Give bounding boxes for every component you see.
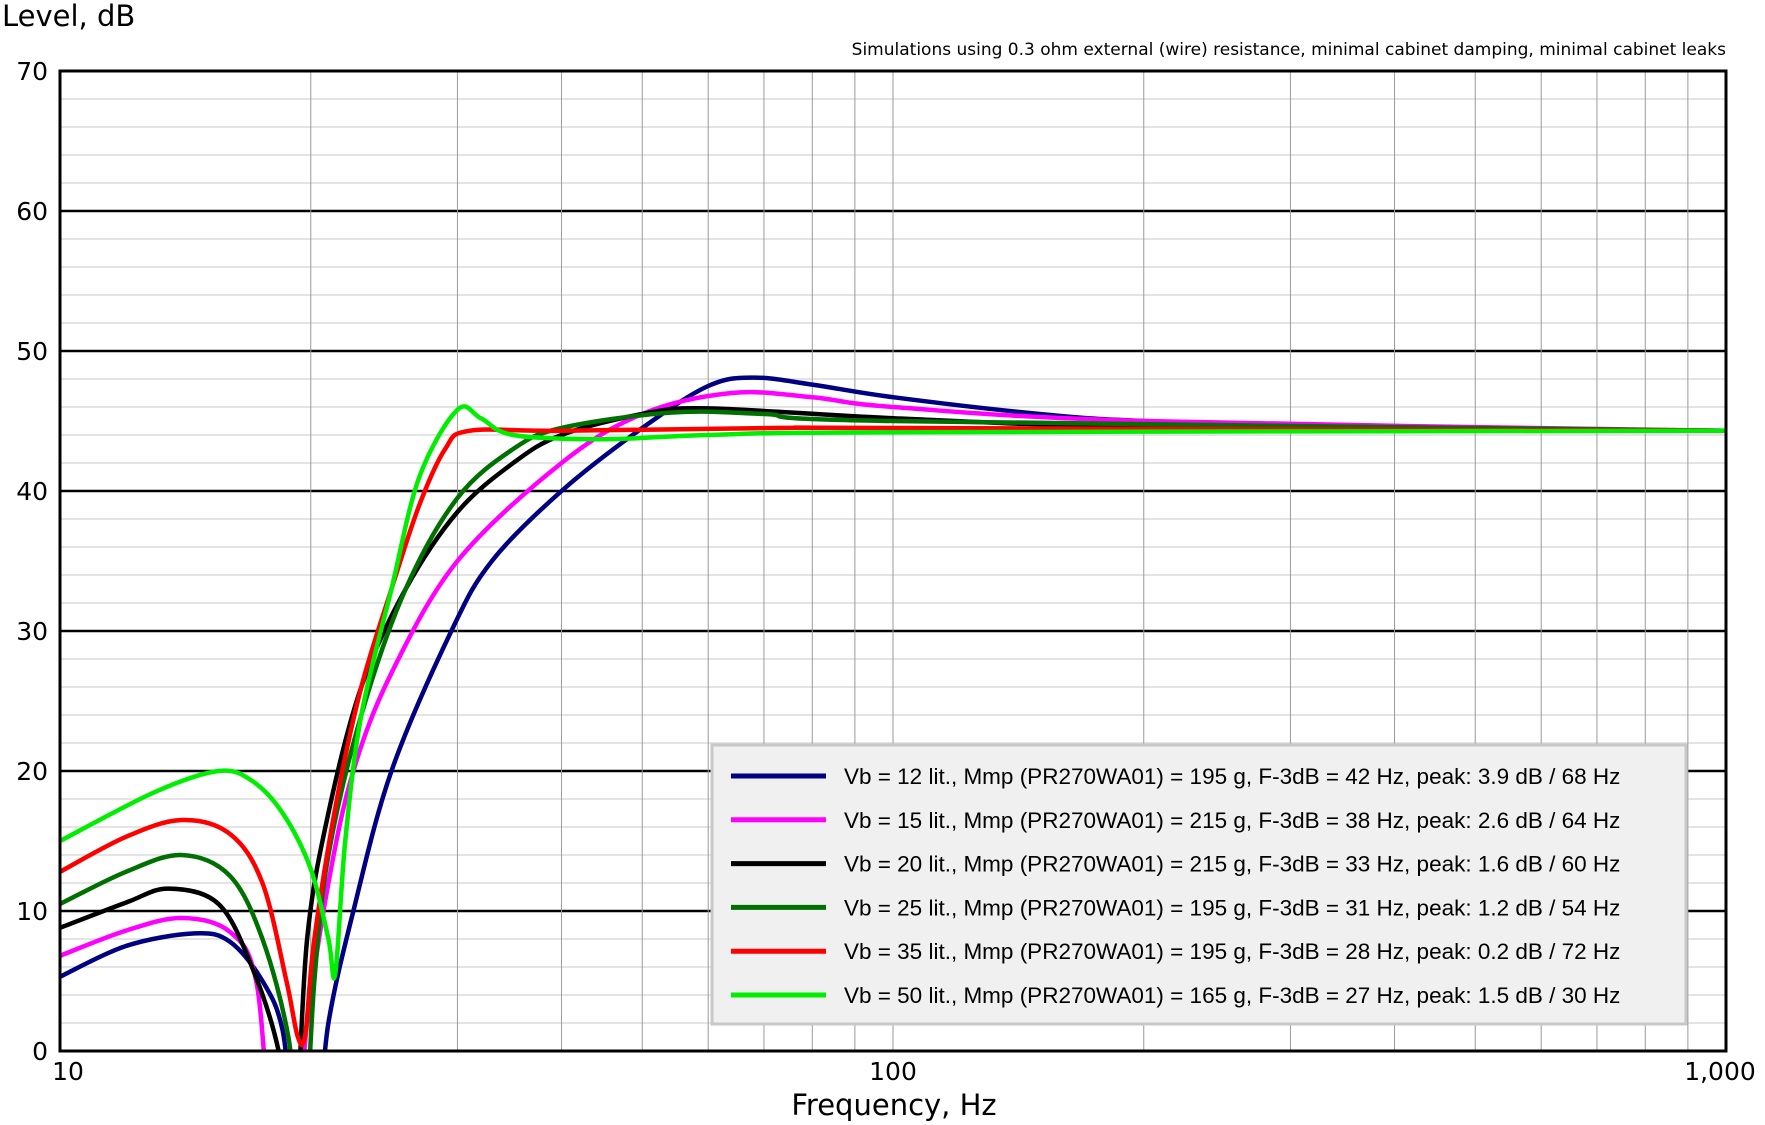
y-tick-label: 60 <box>16 197 48 226</box>
legend-entry: Vb = 50 lit., Mmp (PR270WA01) = 165 g, F… <box>844 983 1620 1008</box>
x-axis-label: Frequency, Hz <box>791 1088 996 1122</box>
curves <box>60 375 1726 1051</box>
chart-annotation: Simulations using 0.3 ohm external (wire… <box>852 40 1726 60</box>
plot-frame <box>58 69 1728 1053</box>
y-tick-label: 0 <box>32 1037 48 1066</box>
series-line <box>60 404 1726 981</box>
y-axis-label: Level, dB <box>2 0 135 33</box>
legend-entry: Vb = 25 lit., Mmp (PR270WA01) = 195 g, F… <box>844 895 1620 920</box>
legend-entry: Vb = 35 lit., Mmp (PR270WA01) = 195 g, F… <box>844 939 1620 964</box>
y-tick-label: 70 <box>16 57 48 86</box>
legend-entry: Vb = 15 lit., Mmp (PR270WA01) = 215 g, F… <box>844 808 1620 833</box>
legend-box <box>710 743 1688 1026</box>
legend-entry: Vb = 20 lit., Mmp (PR270WA01) = 215 g, F… <box>844 852 1620 877</box>
legend: Vb = 12 lit., Mmp (PR270WA01) = 195 g, F… <box>710 743 1688 1026</box>
y-tick-label: 30 <box>16 617 48 646</box>
series-line <box>60 425 1726 1048</box>
y-tick-label: 20 <box>16 757 48 786</box>
y-tick-label: 40 <box>16 477 48 506</box>
y-tick-label: 50 <box>16 337 48 366</box>
legend-entry: Vb = 12 lit., Mmp (PR270WA01) = 195 g, F… <box>844 764 1620 789</box>
x-tick-label: 1,000 <box>1684 1057 1756 1086</box>
x-tick-label: 10 <box>52 1057 84 1086</box>
y-tick-label: 10 <box>16 897 48 926</box>
x-tick-label: 100 <box>869 1057 917 1086</box>
